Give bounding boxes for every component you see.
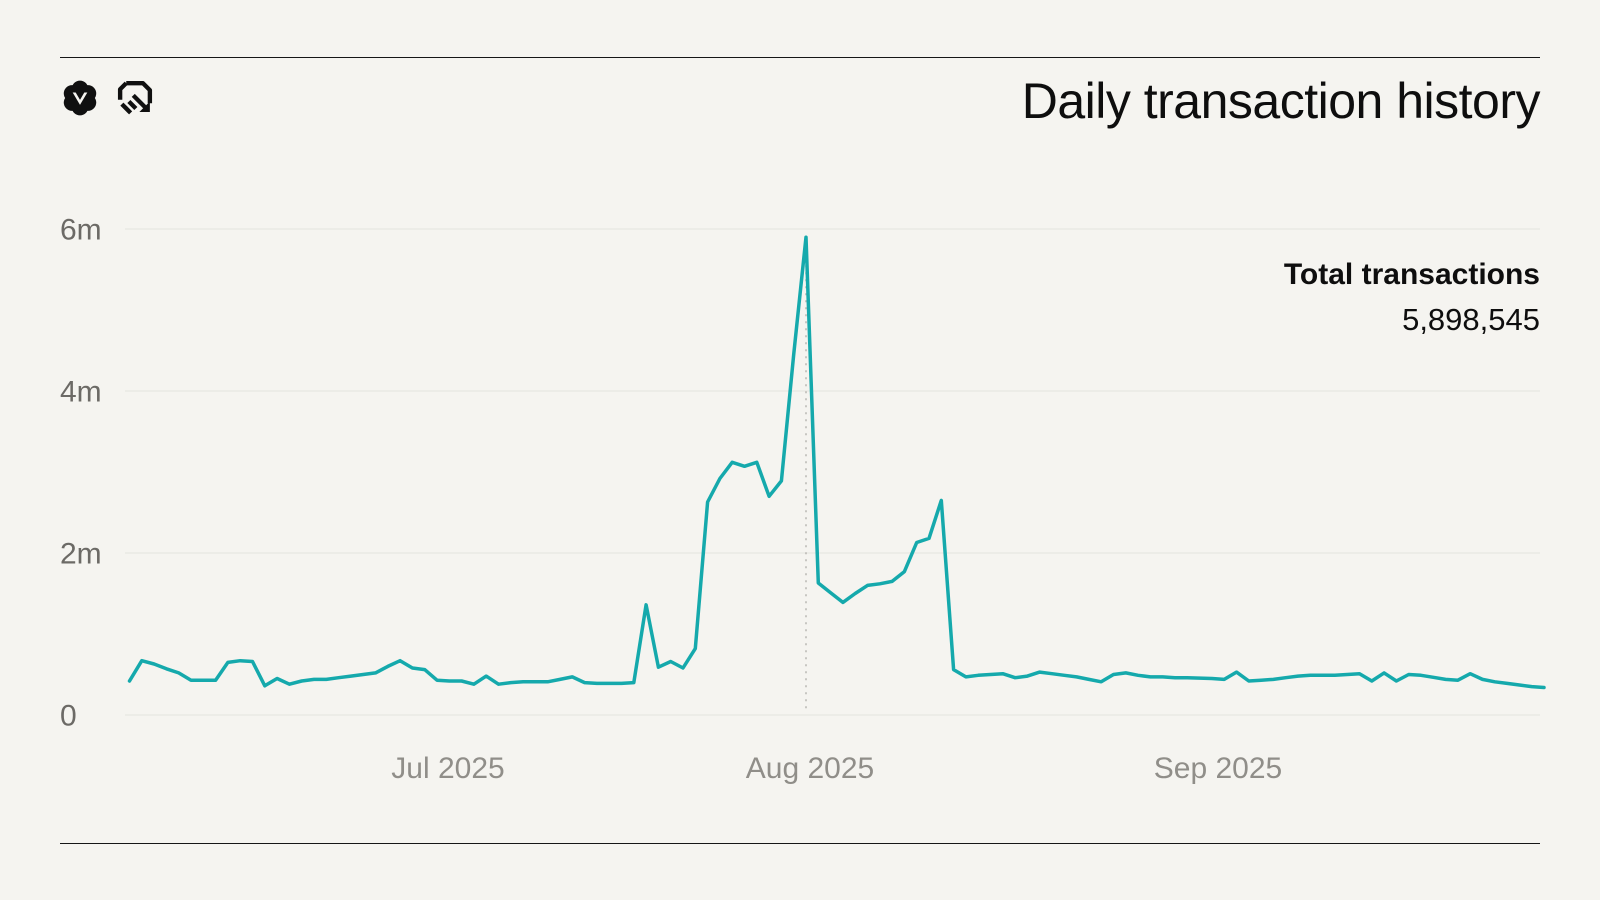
flower-logo-icon	[63, 80, 97, 116]
y-axis-tick-label: 0	[60, 700, 77, 733]
x-axis-tick-label: Aug 2025	[746, 752, 874, 785]
transactions-line-series	[127, 235, 1546, 690]
x-axis-tick-label: Sep 2025	[1154, 752, 1282, 785]
total-transactions-value: 5,898,545	[1402, 302, 1540, 337]
total-transactions-label: Total transactions	[1283, 258, 1540, 291]
y-axis-tick-label: 2m	[60, 538, 102, 571]
total-transactions-stat: Total transactions 5,898,545	[1284, 258, 1540, 338]
y-axis-tick-label: 6m	[60, 214, 102, 247]
x-axis-tick-label: Jul 2025	[391, 752, 504, 785]
bottom-divider-rule	[60, 843, 1540, 844]
logo-group	[58, 76, 156, 120]
top-divider-rule	[60, 57, 1540, 58]
arrow-layers-logo-icon	[117, 80, 153, 115]
page-title: Daily transaction history	[1021, 73, 1541, 129]
y-axis-tick-label: 4m	[60, 376, 102, 409]
